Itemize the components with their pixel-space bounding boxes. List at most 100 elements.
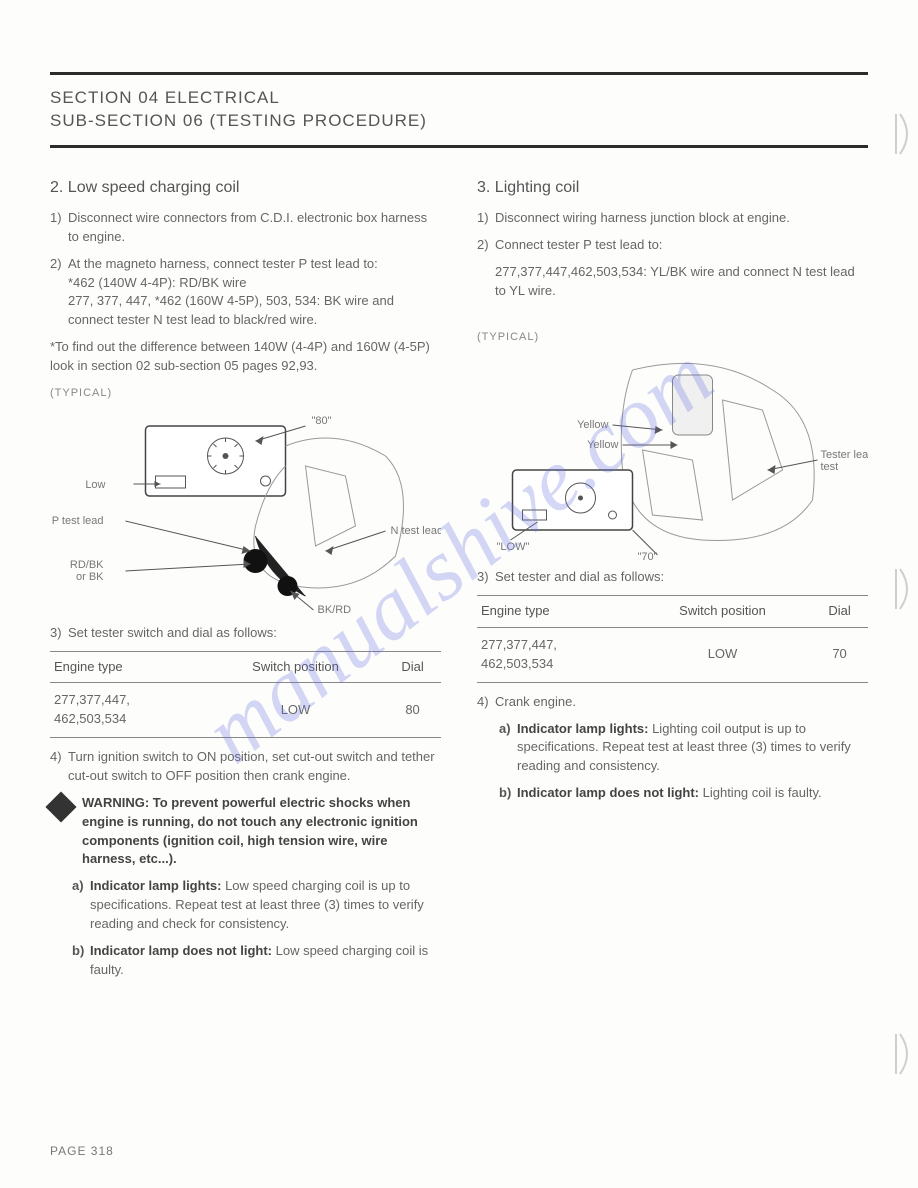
fig-leads-1: Tester leads xyxy=(821,449,869,461)
warning-text: WARNING: To prevent powerful electric sh… xyxy=(82,794,441,869)
alpha-label: a) xyxy=(72,877,90,934)
right-figure-svg: Yellow Yellow "LOW" "70" Tester leads te… xyxy=(477,350,868,560)
right-item-a: a) Indicator lamp lights: Lighting coil … xyxy=(477,720,868,777)
typical-label: (TYPICAL) xyxy=(477,330,868,346)
th-engine: Engine type xyxy=(50,651,207,683)
step-text: Connect tester P test lead to: xyxy=(495,236,868,255)
step2-line: At the magneto harness, connect tester P… xyxy=(68,256,378,271)
step-text: At the magneto harness, connect tester P… xyxy=(68,255,441,330)
step-text: Turn ignition switch to ON position, set… xyxy=(68,748,441,786)
header-underline xyxy=(50,145,868,148)
edge-tab-icon xyxy=(892,110,918,158)
edge-tab-icon xyxy=(892,565,918,613)
table-row: 277,377,447, 462,503,534 LOW 70 xyxy=(477,628,868,683)
left-step-4: 4) Turn ignition switch to ON position, … xyxy=(50,748,441,786)
num-label: 2) xyxy=(477,236,495,255)
right-step-2: 2) Connect tester P test lead to: xyxy=(477,236,868,255)
rest: Lighting coil is faulty. xyxy=(699,785,822,800)
left-figure: Low P test lead RD/BK or BK N test lead … xyxy=(50,406,441,616)
fig-low: Low xyxy=(85,479,105,491)
left-table: Engine type Switch position Dial 277,377… xyxy=(50,651,441,739)
step-text: Disconnect wire connectors from C.D.I. e… xyxy=(68,209,441,247)
td-dial: 70 xyxy=(811,628,868,683)
warning-block: WARNING: To prevent powerful electric sh… xyxy=(50,794,441,869)
num-label: 3) xyxy=(477,568,495,587)
step-text: Disconnect wiring harness junction block… xyxy=(495,209,868,228)
right-step-1: 1) Disconnect wiring harness junction bl… xyxy=(477,209,868,228)
th-switch: Switch position xyxy=(634,596,811,628)
right-step-3: 3) Set tester and dial as follows: xyxy=(477,568,868,587)
num-label: 4) xyxy=(50,748,68,786)
num-label: 3) xyxy=(50,624,68,643)
page: SECTION 04 ELECTRICAL SUB-SECTION 06 (TE… xyxy=(0,0,918,1027)
num-label: 4) xyxy=(477,693,495,712)
right-step-4: 4) Crank engine. xyxy=(477,693,868,712)
typical-label: (TYPICAL) xyxy=(50,386,441,402)
warning-diamond-icon xyxy=(45,791,76,822)
step2-line: 277, 377, 447, *462 (160W 4-5P), 503, 53… xyxy=(68,293,394,327)
header-line-2: SUB-SECTION 06 (TESTING PROCEDURE) xyxy=(50,110,868,133)
td-switch: LOW xyxy=(207,683,384,738)
step2-line: Connect tester P test lead to: xyxy=(495,237,662,252)
left-item-b: b) Indicator lamp does not light: Low sp… xyxy=(50,942,441,980)
fig-yellow-2: Yellow xyxy=(587,439,618,451)
step-text: Crank engine. xyxy=(495,693,868,712)
right-figure: Yellow Yellow "LOW" "70" Tester leads te… xyxy=(477,350,868,560)
bold-lead: Indicator lamp does not light: xyxy=(517,785,699,800)
left-figure-svg: Low P test lead RD/BK or BK N test lead … xyxy=(50,406,441,616)
right-column: 3. Lighting coil 1) Disconnect wiring ha… xyxy=(477,176,868,988)
right-step-2b: 277,377,447,462,503,534: YL/BK wire and … xyxy=(477,263,868,301)
step-text: Set tester switch and dial as follows: xyxy=(68,624,441,643)
left-title: 2. Low speed charging coil xyxy=(50,176,441,199)
fig-low: "LOW" xyxy=(497,541,530,553)
td-switch: LOW xyxy=(634,628,811,683)
td-dial: 80 xyxy=(384,683,441,738)
left-step-2: 2) At the magneto harness, connect teste… xyxy=(50,255,441,330)
bold-lead: Indicator lamp lights: xyxy=(90,878,221,893)
header-line-1: SECTION 04 ELECTRICAL xyxy=(50,87,868,110)
fig-eighty: "80" xyxy=(312,415,332,427)
alpha-label: b) xyxy=(499,784,517,803)
left-column: 2. Low speed charging coil 1) Disconnect… xyxy=(50,176,441,988)
bold-lead: Indicator lamp does not light: xyxy=(90,943,272,958)
td-engine: 277,377,447, 462,503,534 xyxy=(477,628,634,683)
fig-leads-2: test xyxy=(821,461,839,473)
section-header: SECTION 04 ELECTRICAL SUB-SECTION 06 (TE… xyxy=(50,87,868,133)
num-label: 2) xyxy=(50,255,68,330)
alpha-label: a) xyxy=(499,720,517,777)
alpha-text: Indicator lamp does not light: Low speed… xyxy=(90,942,441,980)
bold-lead: Indicator lamp lights: xyxy=(517,721,648,736)
th-switch: Switch position xyxy=(207,651,384,683)
th-dial: Dial xyxy=(811,596,868,628)
step2-line: *462 (140W 4-4P): RD/BK wire xyxy=(68,275,246,290)
step-text: Set tester and dial as follows: xyxy=(495,568,868,587)
page-number: PAGE 318 xyxy=(50,1144,114,1158)
table-row: 277,377,447, 462,503,534 LOW 80 xyxy=(50,683,441,738)
alpha-text: Indicator lamp lights: Low speed chargin… xyxy=(90,877,441,934)
fig-seventy: "70" xyxy=(638,551,658,560)
fig-ptest: P test lead xyxy=(52,515,104,527)
top-rule xyxy=(50,72,868,75)
right-item-b: b) Indicator lamp does not light: Lighti… xyxy=(477,784,868,803)
fig-yellow-1: Yellow xyxy=(577,419,608,431)
two-columns: 2. Low speed charging coil 1) Disconnect… xyxy=(50,176,868,988)
right-title: 3. Lighting coil xyxy=(477,176,868,199)
fig-bkrd: BK/RD xyxy=(318,604,352,616)
th-engine: Engine type xyxy=(477,596,634,628)
spacer xyxy=(477,300,868,320)
left-footnote: *To find out the difference between 140W… xyxy=(50,338,441,376)
num-label: 1) xyxy=(50,209,68,247)
alpha-text: Indicator lamp lights: Lighting coil out… xyxy=(517,720,868,777)
left-item-a: a) Indicator lamp lights: Low speed char… xyxy=(50,877,441,934)
td-engine: 277,377,447, 462,503,534 xyxy=(50,683,207,738)
th-dial: Dial xyxy=(384,651,441,683)
fig-ntest: N test lead xyxy=(391,525,442,537)
num-label: 1) xyxy=(477,209,495,228)
fig-rdbk-2: or BK xyxy=(76,571,104,583)
left-step-1: 1) Disconnect wire connectors from C.D.I… xyxy=(50,209,441,247)
alpha-label: b) xyxy=(72,942,90,980)
edge-tab-icon xyxy=(892,1030,918,1078)
right-table: Engine type Switch position Dial 277,377… xyxy=(477,595,868,683)
fig-rdbk-1: RD/BK xyxy=(70,559,104,571)
left-step-3: 3) Set tester switch and dial as follows… xyxy=(50,624,441,643)
